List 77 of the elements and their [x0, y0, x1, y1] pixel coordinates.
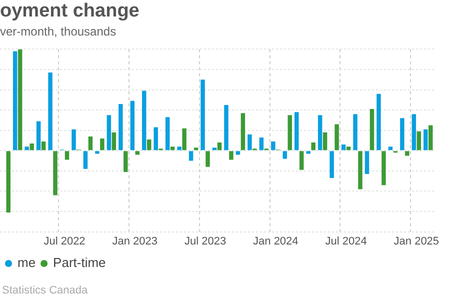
bar	[48, 72, 52, 150]
bar	[346, 146, 351, 150]
bar	[217, 142, 222, 150]
bar	[382, 151, 386, 186]
bar	[206, 151, 210, 167]
bar	[165, 117, 170, 150]
bar	[142, 90, 146, 150]
bar	[146, 139, 152, 150]
bar	[177, 146, 182, 150]
bar	[229, 151, 234, 160]
bar	[271, 142, 276, 150]
legend-label: Part-time	[53, 255, 106, 270]
bar	[364, 151, 370, 174]
bar	[224, 104, 228, 150]
bar	[311, 142, 316, 150]
bar	[358, 151, 362, 190]
bar	[400, 118, 404, 150]
bar	[412, 114, 416, 150]
bar	[376, 94, 381, 150]
bar	[72, 129, 76, 150]
bar	[170, 146, 175, 150]
bar	[53, 151, 58, 196]
bar	[259, 137, 264, 150]
bar	[416, 131, 422, 150]
legend-label: me	[18, 255, 36, 270]
bar	[100, 138, 104, 150]
bar	[294, 112, 299, 150]
bar	[154, 127, 158, 150]
bar	[12, 51, 18, 150]
bar	[322, 132, 328, 150]
bar	[200, 80, 205, 150]
bar	[236, 151, 240, 155]
bar	[24, 146, 29, 150]
bar	[388, 146, 393, 150]
bar	[240, 113, 246, 150]
bar	[299, 151, 304, 170]
bar	[112, 132, 116, 150]
x-tick-label: Jul 2024	[325, 235, 367, 248]
bar	[353, 114, 358, 150]
bar	[248, 134, 252, 150]
bar	[88, 136, 93, 150]
x-tick-label: Jan 2025	[394, 235, 440, 248]
bar	[318, 115, 322, 150]
bar	[341, 144, 346, 150]
bar	[124, 151, 128, 172]
bar	[83, 151, 88, 169]
bar	[118, 104, 123, 150]
x-tick-label: Jan 2023	[112, 235, 158, 248]
bar	[405, 151, 410, 156]
bar	[182, 128, 186, 150]
bar	[95, 151, 100, 154]
bar	[370, 109, 374, 150]
bar	[41, 142, 46, 150]
bar	[194, 148, 198, 150]
bar	[36, 121, 41, 150]
bar	[424, 129, 428, 150]
x-tick-label: Jul 2022	[44, 235, 86, 248]
bar	[306, 151, 310, 154]
bar	[6, 151, 10, 213]
bar	[334, 124, 339, 150]
bar	[282, 151, 288, 159]
bar	[330, 151, 334, 178]
bar	[106, 115, 112, 150]
bar	[18, 49, 22, 150]
text: Statistics Canada	[2, 284, 88, 297]
bar	[30, 144, 34, 150]
chart-title: oyment change	[0, 0, 140, 22]
bar	[130, 100, 135, 150]
x-tick-label: Jul 2023	[184, 235, 226, 248]
bar	[288, 115, 292, 150]
chart-subtitle: ver-month, thousands	[0, 24, 116, 38]
bar	[428, 125, 433, 150]
bar	[188, 151, 194, 161]
x-tick-label: Jan 2024	[253, 235, 298, 248]
bar	[64, 151, 70, 160]
bar	[135, 151, 140, 155]
bar	[212, 148, 217, 150]
